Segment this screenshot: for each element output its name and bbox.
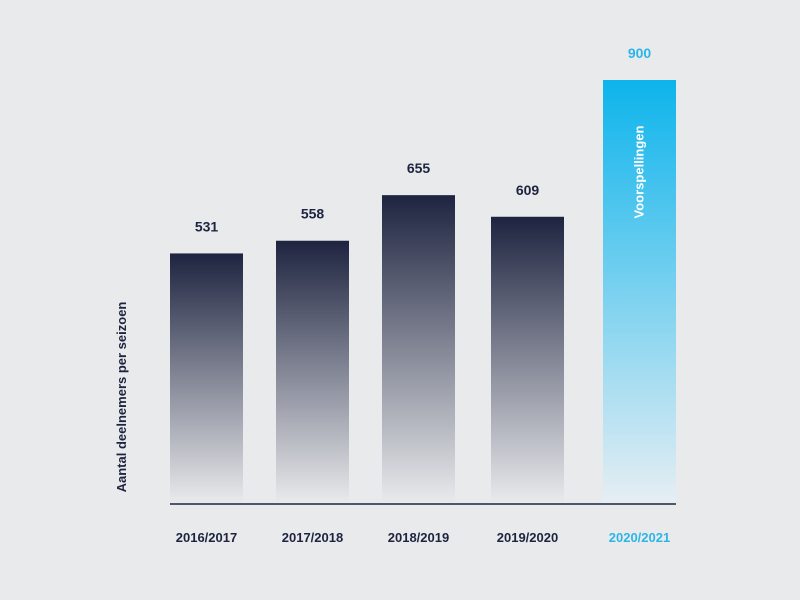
x-tick-label: 2018/2019 bbox=[388, 530, 449, 545]
data-label: 655 bbox=[407, 160, 431, 176]
forecast-label: Voorspellingen bbox=[632, 125, 647, 218]
data-label: 900 bbox=[628, 45, 652, 61]
bar bbox=[276, 240, 349, 504]
x-tick-label: 2019/2020 bbox=[497, 530, 558, 545]
forecast-bar bbox=[603, 80, 676, 503]
bars-group: 531 2016/2017 558 2017/2018 655 2018/2019 609 2… bbox=[170, 45, 676, 545]
data-label: 558 bbox=[301, 206, 325, 222]
x-tick-label: 2017/2018 bbox=[282, 530, 343, 545]
x-tick-label: 2016/2017 bbox=[176, 530, 237, 545]
x-tick-label: 2020/2021 bbox=[609, 530, 670, 545]
y-axis-label: Aantal deelnemers per seizoen bbox=[114, 302, 129, 493]
data-label: 609 bbox=[516, 182, 540, 198]
bar bbox=[170, 253, 243, 503]
bar bbox=[491, 216, 564, 503]
bar bbox=[382, 195, 455, 503]
data-label: 531 bbox=[195, 218, 219, 234]
